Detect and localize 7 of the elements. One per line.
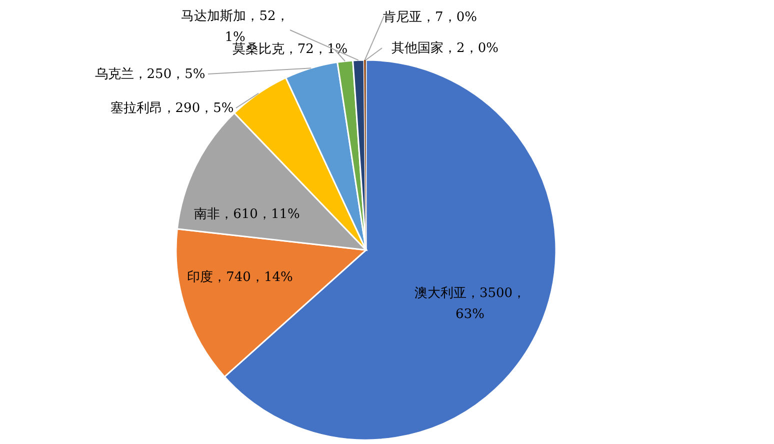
- slice-label: 澳大利亚，3500，63%: [414, 286, 526, 322]
- slice-label: 塞拉利昂，290，5%: [110, 100, 234, 116]
- slice-label: 肯尼亚，7，0%: [383, 10, 477, 25]
- slice-label: 南非，610，11%: [194, 207, 300, 222]
- slice-label: 乌克兰，250，5%: [94, 67, 206, 82]
- slice-label: 其他国家，2，0%: [392, 40, 498, 56]
- slice-label: 印度，740，14%: [187, 269, 293, 285]
